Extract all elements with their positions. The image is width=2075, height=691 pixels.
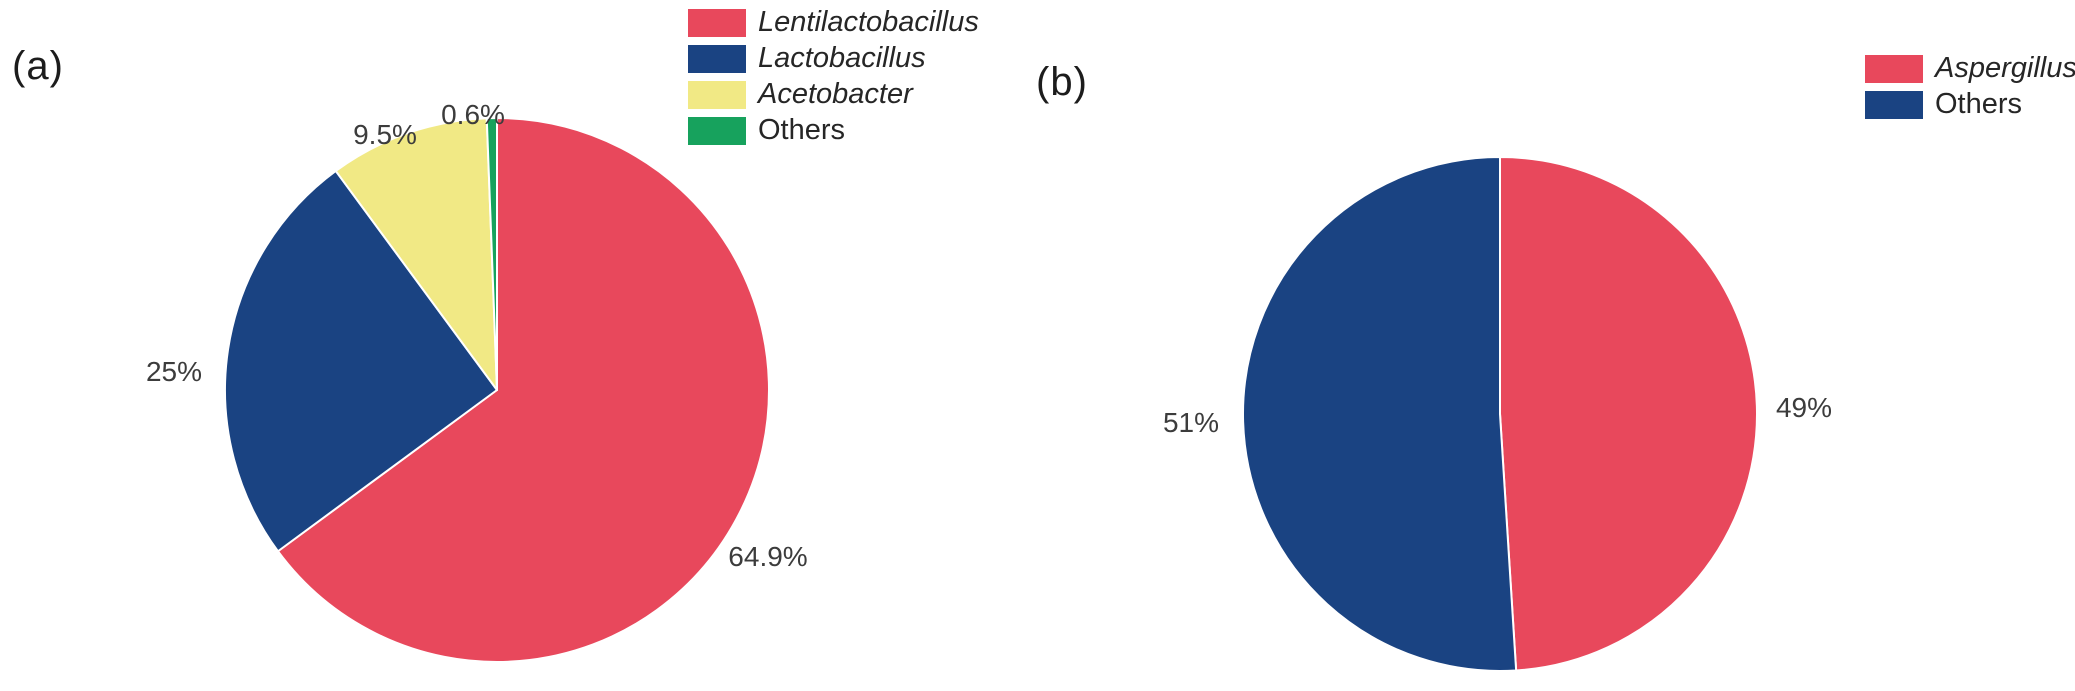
pie-a-label-others: 0.6% — [441, 99, 505, 130]
legend-label-aspergillus: Aspergillus — [1935, 52, 2075, 84]
legend-swatch-aspergillus — [1865, 54, 1923, 83]
pie-slice-others — [485, 117, 498, 391]
legend-label-others-a: Others — [758, 114, 846, 146]
pie-slice-aspergillus — [1499, 156, 1758, 672]
pie-slice-acetobacter — [334, 117, 498, 391]
legend-swatch-lactobacillus — [688, 44, 746, 73]
legend-item-others-a: Others — [688, 116, 979, 145]
pie-slice-lactobacillus — [224, 169, 498, 553]
legend-panel-a: Lentilactobacillus Lactobacillus Acetoba… — [688, 8, 979, 152]
pie-b-label-others: 51% — [1162, 407, 1220, 438]
panel-a-tag: (a) — [12, 44, 64, 88]
pie-b-label-aspergillus: 49% — [1775, 392, 1833, 423]
legend-swatch-others-a — [688, 116, 746, 145]
pie-a-label-lentilactobacillus: 64.9% — [728, 541, 808, 572]
legend-swatch-lentilactobacillus — [688, 8, 746, 37]
legend-swatch-others-b — [1865, 90, 1923, 119]
legend-item-lactobacillus: Lactobacillus — [688, 44, 979, 73]
legend-label-lactobacillus: Lactobacillus — [758, 42, 926, 74]
pie-chart-a — [224, 117, 770, 663]
legend-item-aspergillus: Aspergillus — [1865, 54, 2075, 83]
legend-item-acetobacter: Acetobacter — [688, 80, 979, 109]
legend-item-others-b: Others — [1865, 90, 2075, 119]
legend-label-lentilactobacillus: Lentilactobacillus — [758, 6, 979, 38]
pie-a-label-acetobacter: 9.5% — [353, 119, 417, 150]
pie-slice-others — [1242, 156, 1518, 672]
legend-item-lentilactobacillus: Lentilactobacillus — [688, 8, 979, 37]
legend-label-others-b: Others — [1935, 88, 2023, 120]
pie-chart-b — [1242, 156, 1758, 672]
panel-b-tag: (b) — [1036, 60, 1088, 104]
pie-a-label-lactobacillus: 25% — [145, 356, 203, 387]
legend-label-acetobacter: Acetobacter — [758, 78, 913, 110]
legend-panel-b: Aspergillus Others — [1865, 54, 2075, 126]
legend-swatch-acetobacter — [688, 80, 746, 109]
pie-slice-lentilactobacillus — [276, 117, 770, 663]
